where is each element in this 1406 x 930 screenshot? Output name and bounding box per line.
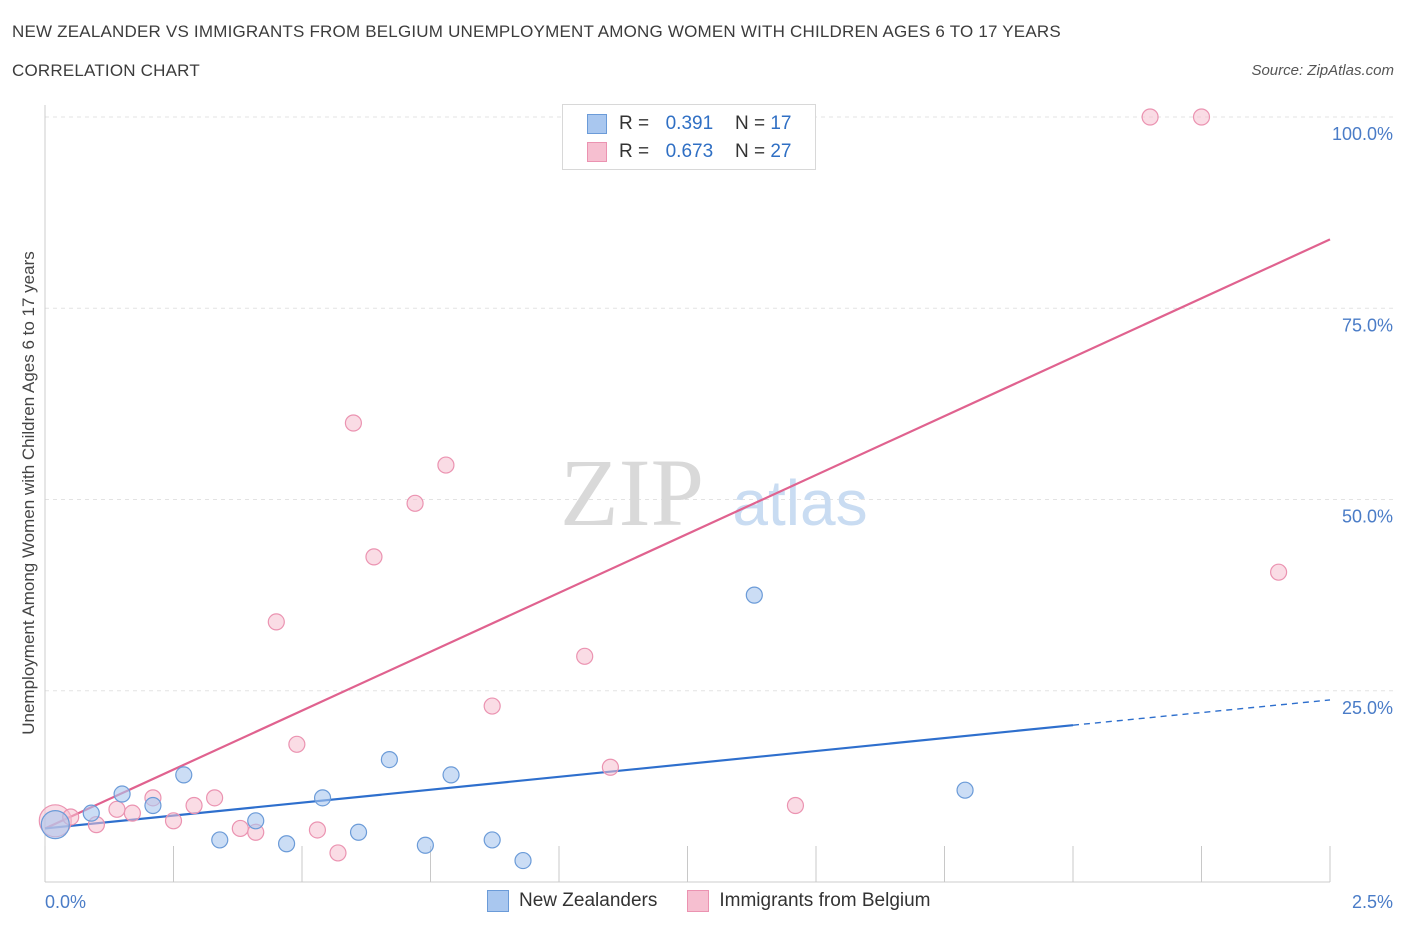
point-new-zealanders	[349, 823, 368, 841]
point-immigrants-belgium	[601, 758, 620, 776]
point-new-zealanders	[416, 836, 434, 854]
point-immigrants-belgium	[1192, 108, 1211, 126]
legend-swatch-blue	[587, 114, 607, 134]
point-immigrants-belgium	[288, 735, 306, 753]
point-immigrants-belgium	[1269, 563, 1288, 581]
point-new-zealanders	[211, 831, 229, 849]
point-new-zealanders	[82, 804, 100, 822]
point-immigrants-belgium	[344, 414, 362, 432]
point-immigrants-belgium	[483, 697, 501, 715]
trend-line-extension	[1072, 699, 1331, 726]
legend-swatch-blue	[487, 890, 509, 912]
legend-swatch-pink	[587, 142, 607, 162]
legend-label: New Zealanders	[519, 890, 658, 911]
watermark: ZIP atlas	[560, 439, 868, 546]
trend-line-immigrants-belgium	[44, 238, 1331, 830]
point-immigrants-belgium	[308, 821, 327, 839]
point-new-zealanders	[277, 835, 296, 853]
point-immigrants-belgium	[206, 789, 224, 807]
point-new-zealanders	[175, 766, 193, 784]
point-immigrants-belgium	[406, 494, 424, 512]
legend-row-new-zealanders: R = 0.391 N = 17	[587, 112, 791, 136]
legend-n-value: 27	[770, 141, 792, 162]
point-immigrants-belgium	[1141, 108, 1159, 126]
legend-r-label: R =	[619, 141, 650, 162]
point-immigrants-belgium	[786, 796, 805, 815]
point-immigrants-belgium	[365, 548, 383, 566]
correlation-legend: R = 0.391 N = 17 R = 0.673 N = 27	[562, 104, 816, 170]
y-tick-label: 25.0%	[1342, 698, 1393, 718]
legend-r-value: 0.391	[665, 113, 714, 134]
x-tick-label-min: 0.0%	[45, 892, 86, 912]
legend-item-immigrants-belgium: Immigrants from Belgium	[687, 890, 931, 912]
point-new-zealanders	[40, 810, 70, 840]
point-immigrants-belgium	[108, 800, 126, 818]
point-new-zealanders	[745, 586, 763, 604]
point-immigrants-belgium	[185, 796, 203, 815]
source-label: Source: ZipAtlas.com	[1251, 62, 1394, 79]
grid-lines	[45, 116, 1395, 692]
point-immigrants-belgium	[329, 844, 347, 862]
legend-n-label: N =	[734, 141, 766, 162]
point-new-zealanders	[956, 781, 974, 799]
trend-line-new-zealanders	[44, 724, 1074, 830]
point-new-zealanders	[247, 812, 265, 830]
legend-label: Immigrants from Belgium	[719, 890, 931, 911]
chart-title: NEW ZEALANDER VS IMMIGRANTS FROM BELGIUM…	[12, 22, 1061, 41]
legend-n-value: 17	[770, 113, 792, 134]
y-tick-label: 75.0%	[1342, 315, 1393, 335]
trend-lines	[44, 238, 1331, 830]
point-new-zealanders	[442, 766, 460, 784]
point-new-zealanders	[514, 851, 532, 870]
data-points	[38, 108, 1288, 870]
point-new-zealanders	[380, 750, 398, 769]
chart-subtitle: CORRELATION CHART	[12, 61, 200, 80]
point-immigrants-belgium	[267, 613, 285, 631]
legend-r-value: 0.673	[665, 141, 714, 162]
point-new-zealanders	[144, 796, 162, 815]
legend-row-immigrants-belgium: R = 0.673 N = 27	[587, 140, 791, 164]
legend-n-label: N =	[734, 113, 766, 134]
point-new-zealanders	[113, 785, 131, 803]
legend-swatch-pink	[687, 890, 710, 912]
point-new-zealanders	[483, 831, 501, 849]
axes: 100.0% 75.0% 50.0% 25.0% 0.0% 2.5%	[44, 105, 1393, 912]
legend-item-new-zealanders: New Zealanders	[487, 890, 657, 912]
legend-r-label: R =	[619, 113, 650, 134]
y-axis-title: Unemployment Among Women with Children A…	[19, 251, 38, 735]
watermark-zip: ZIP	[560, 439, 704, 546]
point-immigrants-belgium	[576, 647, 594, 665]
point-new-zealanders	[313, 789, 332, 807]
point-immigrants-belgium	[437, 456, 455, 474]
series-legend: New Zealanders Immigrants from Belgium	[487, 890, 961, 912]
y-tick-label: 50.0%	[1342, 507, 1393, 527]
x-tick-label-max: 2.5%	[1352, 892, 1393, 912]
point-immigrants-belgium	[123, 804, 141, 822]
point-immigrants-belgium	[231, 819, 249, 838]
point-immigrants-belgium	[164, 812, 183, 830]
y-tick-label: 100.0%	[1332, 124, 1393, 144]
